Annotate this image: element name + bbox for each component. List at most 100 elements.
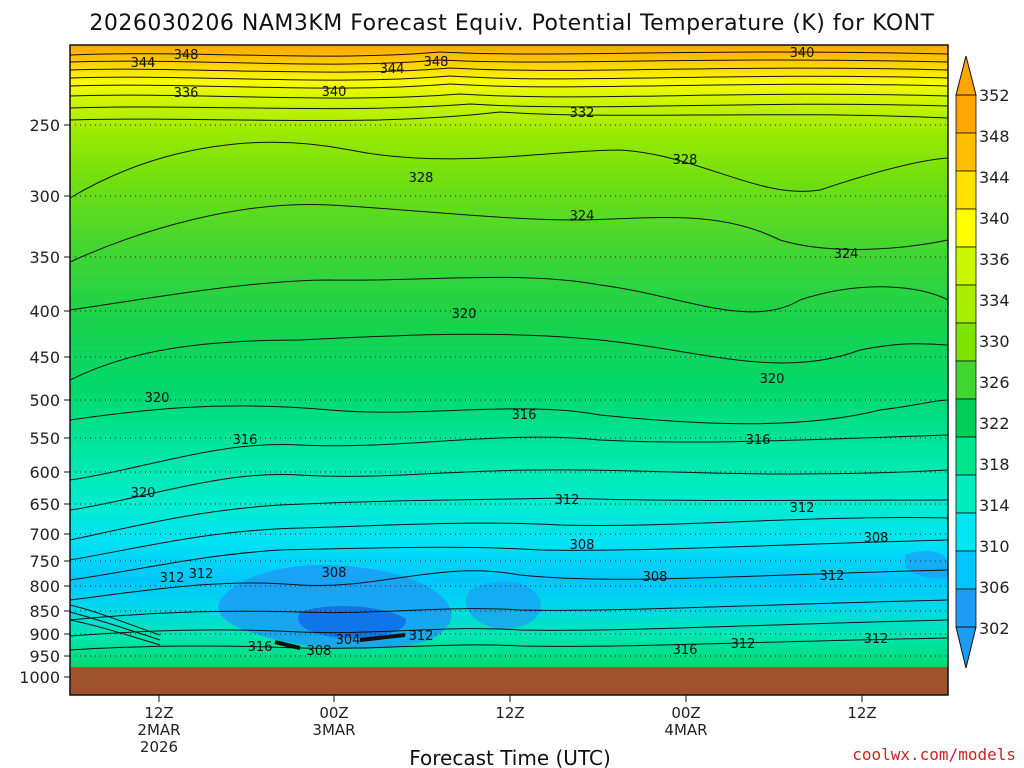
contour-label: 332: [570, 106, 595, 121]
colorbar: 352 348 344 340 336 334 330 326 322 318 …: [955, 55, 1010, 669]
colorbar-cell: [955, 398, 977, 438]
colorbar-cell: [955, 474, 977, 514]
colorbar-label: 314: [979, 496, 1010, 515]
colorbar-cell: [955, 208, 977, 248]
x-axis-label: Forecast Time (UTC): [409, 746, 611, 768]
colorbar-cells: [955, 94, 977, 628]
x-tick-label: 3MAR: [312, 721, 355, 739]
plot-frame: [69, 44, 949, 696]
y-tick-label: 500: [29, 391, 60, 410]
y-tick-label: 950: [29, 647, 60, 666]
y-tick-label: 1000: [19, 668, 60, 687]
x-tick-label: 00Z: [319, 704, 348, 722]
y-tick-label: 850: [29, 602, 60, 621]
contour-lines: [69, 51, 949, 651]
colorbar-label: 302: [979, 619, 1010, 638]
contour-label: 328: [409, 171, 434, 186]
y-axis: 250 300 350 400 450 500 550 600 650 700 …: [19, 116, 70, 687]
colorbar-cell: [955, 132, 977, 172]
contour-label: 308: [643, 570, 668, 585]
y-tick-label: 250: [29, 116, 60, 135]
colorbar-cell: [955, 170, 977, 210]
x-tick-label: 12Z: [495, 704, 524, 722]
y-tick-label: 650: [29, 495, 60, 514]
contour-label: 324: [834, 247, 859, 262]
colorbar-label: 340: [979, 209, 1010, 228]
contour-label: 344: [380, 62, 405, 77]
colorbar-cell: [955, 284, 977, 324]
contour-label: 344: [131, 56, 156, 71]
colorbar-max-arrow: [955, 55, 977, 96]
cold-pocket: [466, 581, 541, 629]
colorbar-label: 310: [979, 537, 1010, 556]
colorbar-cell: [955, 246, 977, 286]
contour-label: 320: [760, 372, 785, 387]
y-tick-label: 800: [29, 577, 60, 596]
plot-area: 348 344 344 348 340 336 340 332 328 328 …: [69, 44, 949, 696]
contour-label: 308: [307, 644, 332, 659]
contour-label: 340: [322, 85, 347, 100]
y-tick-label: 700: [29, 525, 60, 544]
colorbar-label: 326: [979, 373, 1010, 392]
x-tick-label: 2026: [140, 738, 178, 756]
colorbar-cell: [955, 436, 977, 476]
colorbar-cell: [955, 94, 977, 134]
contour-label: 308: [570, 538, 595, 553]
colorbar-label: 336: [979, 250, 1010, 269]
x-tick-label: 2MAR: [137, 721, 180, 739]
y-tick-label: 300: [29, 187, 60, 206]
contour-label-group: 348 344 344 348 340 336 340 332 328 328 …: [131, 46, 889, 659]
y-tick-label: 350: [29, 248, 60, 267]
contour-label: 308: [864, 531, 889, 546]
colorbar-label: 344: [979, 168, 1010, 187]
contour-label: 312: [189, 567, 214, 582]
credit-text: coolwx.com/models: [852, 745, 1016, 764]
ground-terrain: [70, 667, 948, 695]
contour-label: 348: [424, 55, 449, 70]
contour-label: 312: [864, 632, 889, 647]
contour-label: 320: [145, 391, 170, 406]
colorbar-cell: [955, 322, 977, 362]
contour-label: 320: [452, 307, 477, 322]
x-tick-label: 12Z: [144, 704, 173, 722]
x-tick-label: 12Z: [847, 704, 876, 722]
y-tick-label: 400: [29, 302, 60, 321]
colorbar-label: 348: [979, 127, 1010, 146]
contour-label: 312: [160, 571, 185, 586]
contour-label: 308: [322, 566, 347, 581]
contour-label: 316: [248, 640, 273, 655]
y-tick-label: 600: [29, 463, 60, 482]
contour-label: 328: [673, 153, 698, 168]
contour-label: 324: [570, 209, 595, 224]
colorbar-label: 330: [979, 332, 1010, 351]
contour-label: 316: [512, 408, 537, 423]
x-tick-label: 4MAR: [664, 721, 707, 739]
y-tick-label: 750: [29, 552, 60, 571]
contour-bold: [274, 640, 301, 650]
cold-core: [298, 606, 406, 639]
contour-label: 320: [131, 486, 156, 501]
contour-label: 312: [731, 637, 756, 652]
cold-pocket: [905, 551, 948, 579]
colorbar-label: 352: [979, 86, 1010, 105]
theta-e-field: [70, 45, 948, 667]
colorbar-cell: [955, 550, 977, 590]
chart-title: 2026030206 NAM3KM Forecast Equiv. Potent…: [89, 11, 934, 36]
colorbar-min-arrow: [955, 626, 977, 669]
colorbar-label: 322: [979, 414, 1010, 433]
contour-label: 340: [790, 46, 815, 61]
y-tick-label: 450: [29, 348, 60, 367]
contour-label: 312: [790, 501, 815, 516]
colorbar-label: 334: [979, 291, 1010, 310]
contour-label: 316: [673, 643, 698, 658]
x-tick-label: 00Z: [671, 704, 700, 722]
colorbar-label: 318: [979, 455, 1010, 474]
contour-label: 312: [409, 629, 434, 644]
y-tick-label: 550: [29, 429, 60, 448]
colorbar-cell: [955, 360, 977, 400]
contour-bold: [359, 633, 406, 642]
contour-label: 316: [746, 433, 771, 448]
colorbar-cell: [955, 588, 977, 628]
contour-label: 336: [174, 86, 199, 101]
x-axis: 12Z 2MAR 2026 00Z 3MAR 12Z 00Z 4MAR 12Z …: [137, 695, 877, 768]
